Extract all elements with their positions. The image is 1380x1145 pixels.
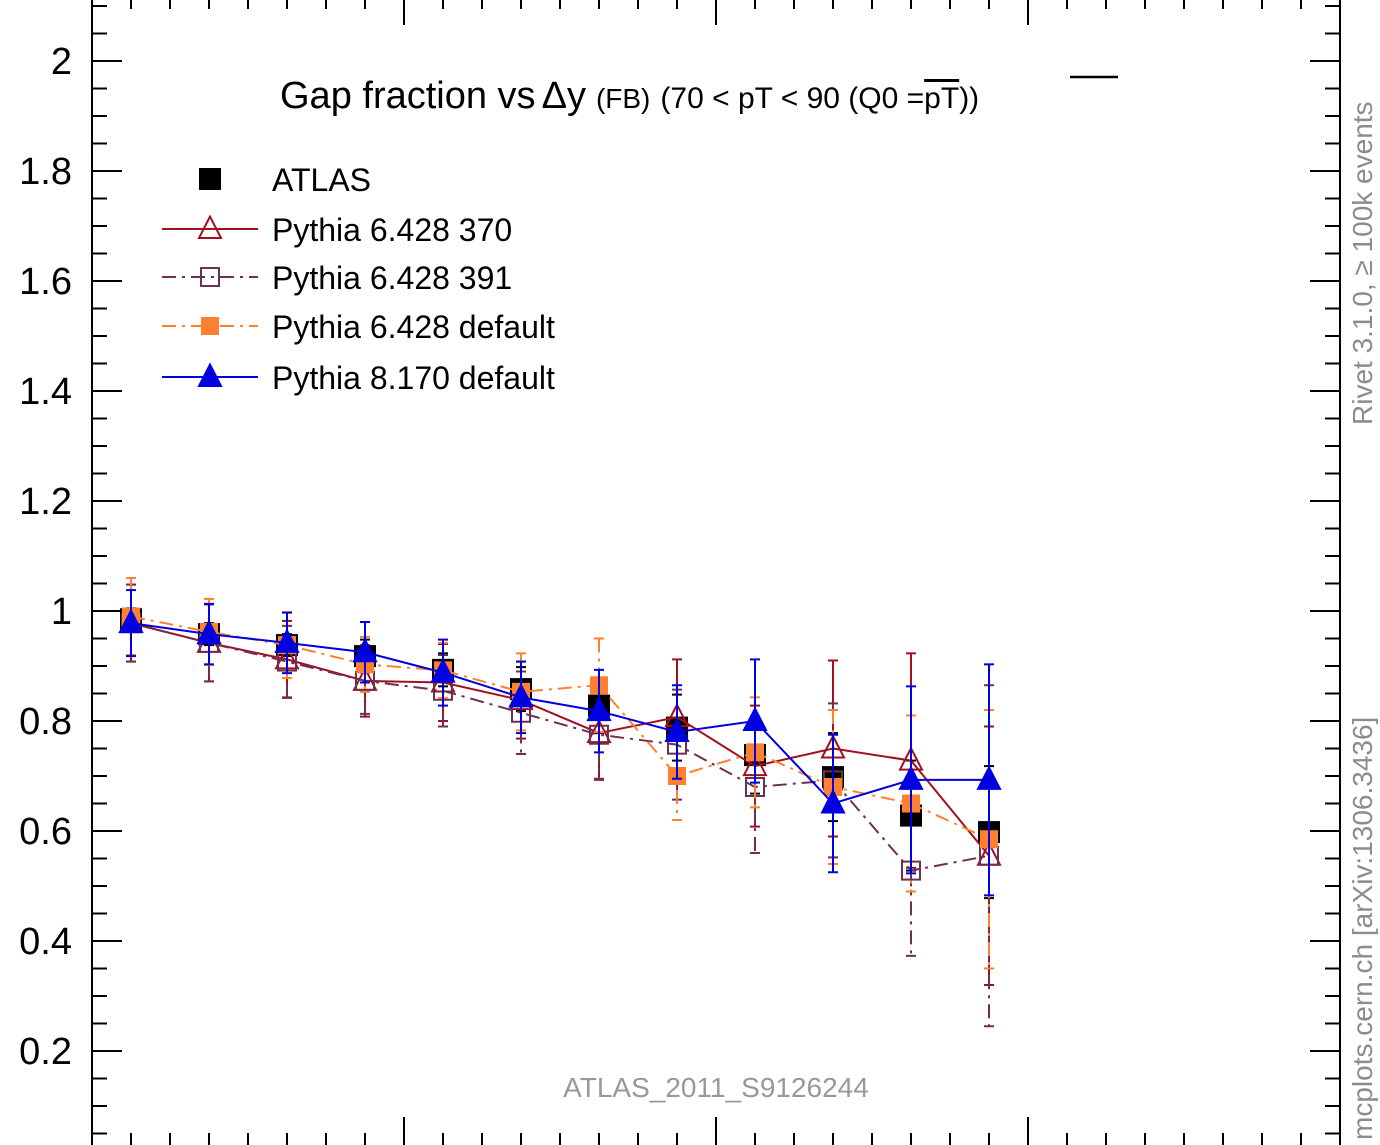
legend-item: Pythia 6.428 370 — [162, 212, 512, 248]
y-tick-label: 1.6 — [19, 261, 72, 303]
y-tick-label: 1.8 — [19, 151, 72, 193]
title-pt-bar: pT — [924, 82, 959, 115]
side-label-top: Rivet 3.1.0, ≥ 100k events — [1347, 101, 1378, 425]
series-pythia-8-170-default — [118, 589, 1002, 897]
legend-item: Pythia 8.170 default — [162, 360, 555, 396]
series-layer — [118, 577, 1002, 1028]
side-label-bottom: mcplots.cern.ch [arXiv:1306.3436] — [1347, 717, 1378, 1140]
y-tick-label: 0.8 — [19, 701, 72, 743]
legend: ATLAS Pythia 6.428 370 Pythia 6.428 391 Pyt… — [162, 162, 555, 396]
y-tick-label: 0.6 — [19, 811, 72, 853]
title-fb: (FB) — [596, 83, 650, 114]
title-main: Gap fraction vs — [280, 75, 536, 117]
legend-label: Pythia 6.428 370 — [272, 212, 512, 248]
legend-item: ATLAS — [199, 162, 371, 198]
data-point — [976, 765, 1002, 790]
series-line — [130, 622, 989, 805]
series-pythia-6-428-370 — [118, 583, 1002, 986]
x-axis-ticks — [130, 0, 1302, 1145]
series-line — [130, 622, 990, 872]
legend-label: Pythia 8.170 default — [272, 360, 555, 396]
data-point — [274, 628, 300, 653]
data-point — [664, 717, 690, 742]
data-point — [430, 658, 456, 683]
legend-marker — [201, 317, 219, 335]
legend-marker — [199, 168, 221, 190]
y-axis-ticks: 0.2 0.4 0.6 0.8 1 1.2 1.4 1.6 1.8 2 — [19, 5, 1340, 1135]
y-tick-label: 2 — [51, 41, 72, 83]
data-point — [742, 706, 768, 731]
chart-title: Gap fraction vs Δy (FB) (70 < pT < 90 (Q0 =… — [280, 75, 979, 117]
series-pythia-6-428-391 — [121, 583, 999, 1028]
plot-frame — [91, 0, 1341, 1145]
data-point — [352, 637, 378, 663]
analysis-annotation: ATLAS_2011_S9126244 — [563, 1072, 869, 1103]
y-tick-label: 1 — [51, 591, 72, 633]
legend-marker — [197, 362, 223, 387]
series-line — [130, 622, 990, 857]
data-point — [508, 682, 534, 708]
data-point — [898, 765, 924, 790]
legend-item: Pythia 6.428 391 — [162, 260, 512, 296]
legend-label: Pythia 6.428 default — [272, 309, 555, 345]
data-point — [118, 608, 144, 634]
series-line — [130, 615, 990, 841]
title-delta-y: Δy — [542, 75, 586, 117]
legend-label: Pythia 6.428 391 — [272, 260, 512, 296]
y-tick-label: 1.4 — [19, 371, 72, 413]
y-tick-label: 0.4 — [19, 921, 72, 963]
legend-label: ATLAS — [272, 162, 371, 198]
legend-marker — [200, 267, 220, 287]
y-tick-label: 1.2 — [19, 481, 72, 523]
y-tick-label: 0.2 — [19, 1031, 72, 1073]
data-point — [196, 619, 222, 645]
data-point — [586, 696, 612, 722]
title-close: )) — [959, 82, 979, 115]
title-range: (70 < pT < 90 (Q0 = — [660, 82, 924, 115]
data-point — [820, 788, 846, 814]
legend-item: Pythia 6.428 default — [162, 309, 555, 345]
legend-marker — [197, 214, 223, 239]
series-pythia-6-428-default — [122, 577, 998, 970]
